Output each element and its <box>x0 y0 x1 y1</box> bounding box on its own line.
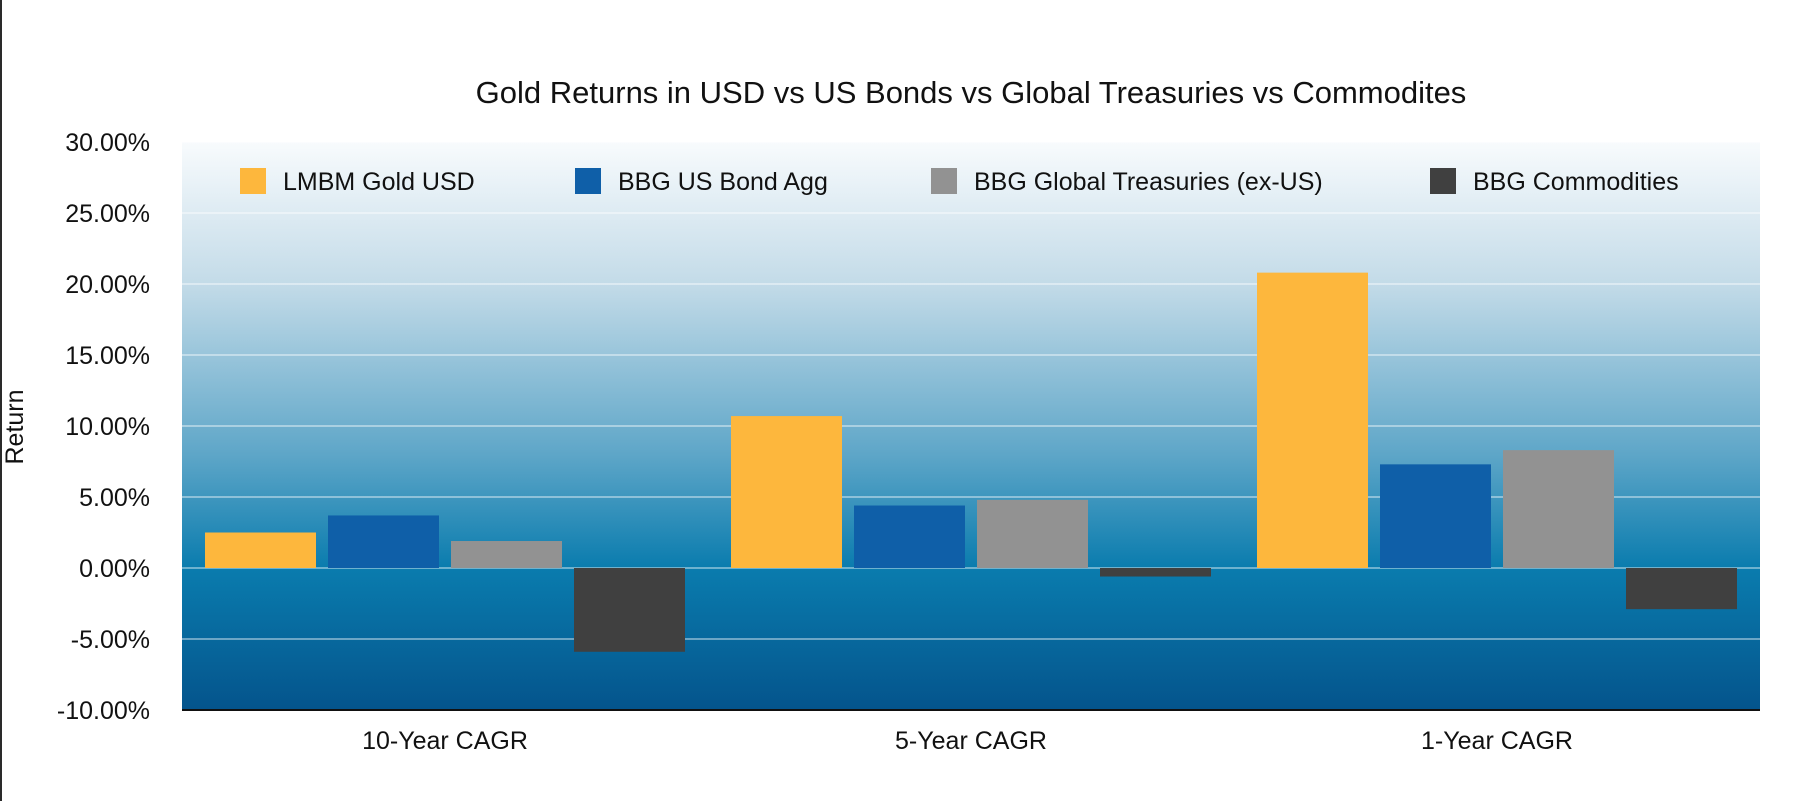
y-tick-label: -5.00% <box>71 626 150 654</box>
y-tick-label: 5.00% <box>79 484 150 512</box>
bars <box>205 272 1737 652</box>
bar <box>1503 450 1614 568</box>
y-tick-label: 30.00% <box>65 129 150 157</box>
bar <box>328 515 439 568</box>
y-tick-labels: 30.00% 25.00% 20.00% 15.00% 10.00% 5.00% 0.00%… <box>57 129 150 725</box>
legend-swatch <box>1430 168 1456 194</box>
bar <box>854 505 965 568</box>
y-tick-label: 0.00% <box>79 555 150 583</box>
y-tick-label: -10.00% <box>57 697 150 725</box>
x-tick-label: 10-Year CAGR <box>362 727 528 755</box>
legend-label: BBG Commodities <box>1473 168 1679 196</box>
bar <box>1257 272 1368 568</box>
bar <box>731 416 842 568</box>
x-tick-labels: 10-Year CAGR 5-Year CAGR 1-Year CAGR <box>362 727 1573 755</box>
bar <box>1380 464 1491 568</box>
legend-label: BBG US Bond Agg <box>618 168 828 196</box>
bar <box>977 499 1088 568</box>
legend-swatch <box>575 168 601 194</box>
chart-title: Gold Returns in USD vs US Bonds vs Globa… <box>476 75 1467 110</box>
bar <box>451 541 562 568</box>
bar <box>1626 568 1737 610</box>
y-axis-label: Return <box>1 389 29 464</box>
bar <box>1100 568 1211 577</box>
legend-label: BBG Global Treasuries (ex-US) <box>974 168 1323 196</box>
bar <box>574 568 685 652</box>
bar <box>205 532 316 568</box>
y-tick-label: 15.00% <box>65 342 150 370</box>
y-tick-label: 20.00% <box>65 271 150 299</box>
x-tick-label: 1-Year CAGR <box>1421 727 1573 755</box>
legend-label: LMBM Gold USD <box>283 168 475 196</box>
legend-swatch <box>931 168 957 194</box>
y-tick-label: 10.00% <box>65 413 150 441</box>
legend-swatch <box>240 168 266 194</box>
legend: LMBM Gold USD BBG US Bond Agg BBG Global T… <box>240 168 1679 196</box>
y-tick-label: 25.00% <box>65 200 150 228</box>
x-tick-label: 5-Year CAGR <box>895 727 1047 755</box>
gridlines <box>182 141 1760 640</box>
